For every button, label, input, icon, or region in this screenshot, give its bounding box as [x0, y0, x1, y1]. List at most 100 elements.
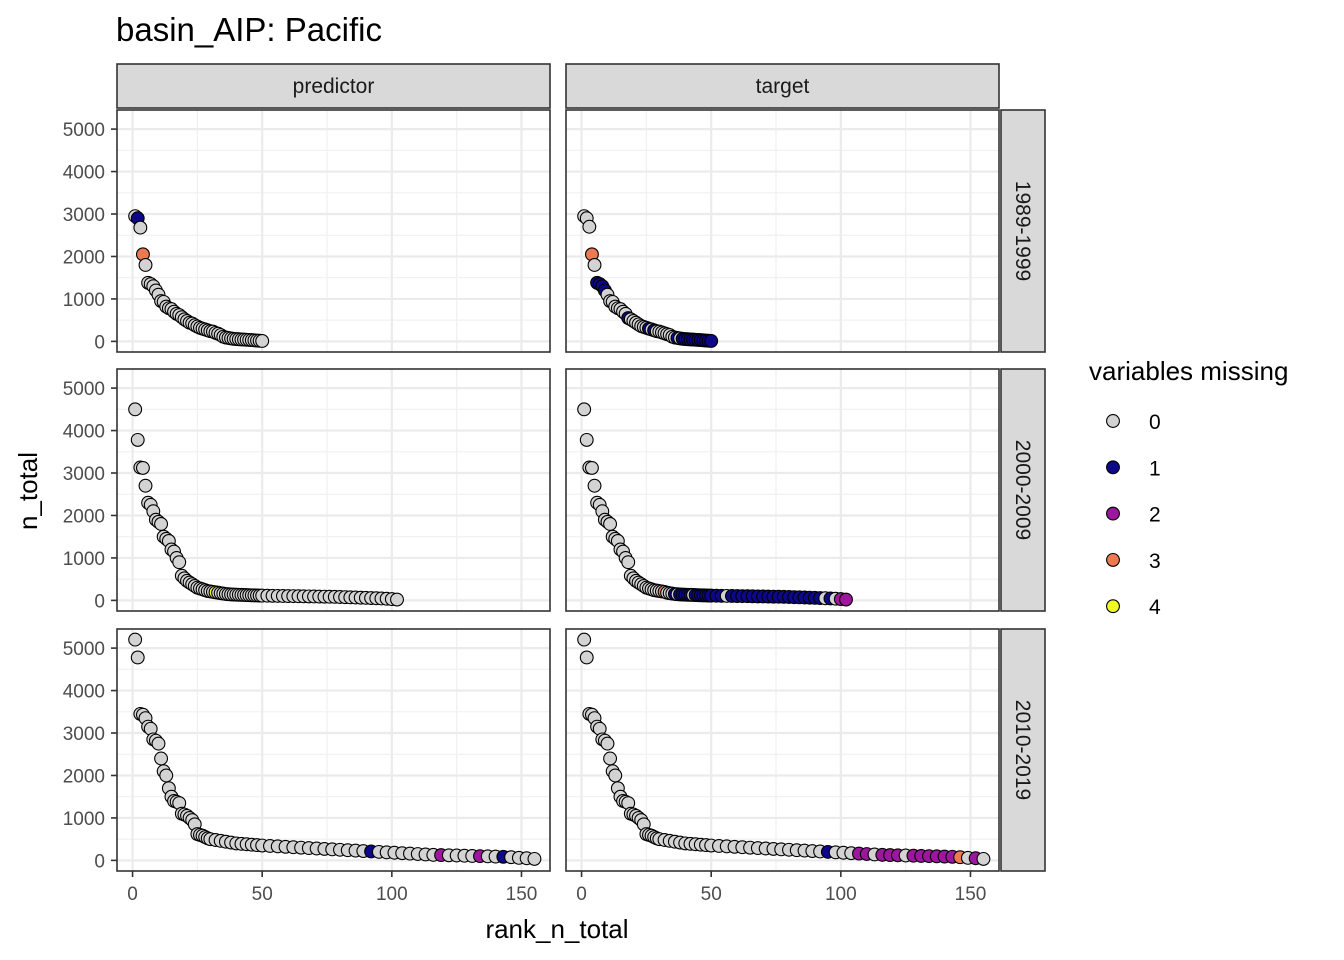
panel-contents	[117, 629, 550, 871]
panel-border	[565, 368, 1000, 612]
data-point	[603, 751, 618, 766]
y-tick-label: 5000	[63, 120, 105, 141]
x-axis-col-1: 0 50 100 150	[127, 871, 537, 905]
data-point	[133, 220, 148, 235]
data-point	[577, 632, 592, 647]
legend-items: 0 1 2 3 4	[1106, 411, 1161, 619]
legend-item-4: 4	[1106, 596, 1161, 619]
data-point	[130, 650, 145, 665]
y-tick-label: 2000	[63, 766, 105, 787]
panel-background	[566, 629, 999, 871]
y-tick-label: 3000	[63, 464, 105, 485]
data-point	[608, 768, 623, 783]
panel-contents	[117, 110, 550, 352]
legend-key	[1106, 414, 1120, 428]
x-tick-label: 100	[825, 884, 857, 905]
y-tick-label: 3000	[63, 724, 105, 745]
data-point	[138, 258, 153, 272]
strip-1989-1999: 1989-1999	[1000, 109, 1046, 353]
strip-predictor: predictor	[116, 63, 551, 109]
x-axis-title: rank_n_total	[485, 914, 628, 944]
panel-border	[116, 628, 551, 872]
x-axis-col-2: 0 50 100 150	[576, 871, 986, 905]
x-tick-label: 50	[252, 884, 273, 905]
panel-contents	[117, 369, 550, 611]
data-point	[128, 632, 143, 647]
panel-contents	[566, 629, 999, 871]
strip-label: 2010-2019	[1011, 700, 1034, 800]
legend: variables missing 0 1 2 3 4	[1089, 356, 1288, 619]
panel-background	[117, 629, 550, 871]
strip-background	[116, 63, 551, 109]
legend-key	[1106, 552, 1120, 567]
y-tick-label: 5000	[63, 379, 105, 400]
legend-label: 2	[1149, 504, 1161, 527]
data-point	[600, 736, 615, 751]
strip-background	[565, 63, 1000, 109]
legend-label: 4	[1149, 596, 1161, 619]
legend-title: variables missing	[1089, 356, 1288, 386]
panel-contents	[566, 110, 999, 352]
y-tick-label: 5000	[63, 639, 105, 660]
strip-label: target	[756, 75, 810, 98]
data-point	[976, 851, 991, 866]
axes: 0100020003000400050000100020003000400050…	[63, 120, 987, 905]
y-tick-label: 3000	[63, 205, 105, 226]
panel-border	[565, 628, 1000, 872]
data-point	[390, 592, 404, 607]
data-point	[704, 334, 719, 348]
data-point	[255, 334, 270, 348]
y-tick-label: 4000	[63, 682, 105, 703]
y-tick-label: 0	[94, 591, 105, 612]
legend-label: 1	[1149, 457, 1161, 480]
legend-label: 3	[1149, 550, 1161, 573]
panel-border	[116, 368, 551, 612]
data-point	[579, 650, 594, 665]
x-tick-label: 0	[127, 884, 138, 905]
data-point	[587, 258, 602, 272]
data-point	[172, 555, 187, 570]
data-point	[579, 432, 594, 447]
facet-strips: predictor target 1989-1999 2000-2009 2010-20…	[116, 63, 1046, 872]
data-point	[621, 555, 636, 570]
y-tick-label: 1000	[63, 549, 105, 570]
y-tick-label: 0	[94, 851, 105, 872]
data-point	[151, 736, 166, 751]
y-axis-row-1: 0 1000 2000 3000 4000 5000	[63, 120, 117, 353]
data-point	[154, 517, 169, 531]
legend-item-0: 0	[1106, 411, 1161, 434]
data-point	[577, 402, 592, 417]
y-tick-label: 1000	[63, 290, 105, 311]
legend-item-1: 1	[1106, 457, 1161, 480]
panel-border	[565, 109, 1000, 353]
panel-predictor-2010-2019	[116, 628, 551, 872]
panel-predictor-2000-2009	[116, 368, 551, 612]
y-axis-row-3: 0 1000 2000 3000 4000 5000	[63, 639, 117, 872]
strip-background	[1000, 628, 1046, 872]
data-point	[839, 592, 853, 607]
panel-target-2000-2009	[565, 368, 1000, 612]
panel-contents	[566, 369, 999, 611]
panel-border	[116, 109, 551, 353]
legend-key	[1106, 506, 1120, 521]
panel-target-1989-1999	[565, 109, 1000, 353]
panel-grid	[116, 109, 1000, 872]
y-tick-label: 4000	[63, 163, 105, 184]
x-tick-label: 0	[576, 884, 587, 905]
legend-label: 0	[1149, 411, 1161, 434]
y-tick-label: 0	[94, 332, 105, 353]
x-tick-label: 100	[376, 884, 408, 905]
data-point	[582, 219, 597, 234]
y-tick-label: 2000	[63, 247, 105, 268]
data-point	[159, 768, 174, 783]
x-tick-label: 150	[506, 884, 538, 905]
data-point	[135, 460, 150, 475]
legend-key	[1106, 460, 1120, 475]
data-point	[587, 478, 602, 493]
legend-key	[1106, 599, 1120, 614]
data-point	[584, 460, 599, 475]
data-point	[138, 478, 153, 493]
y-axis-title: n_total	[13, 452, 43, 530]
strip-label: predictor	[293, 75, 375, 98]
